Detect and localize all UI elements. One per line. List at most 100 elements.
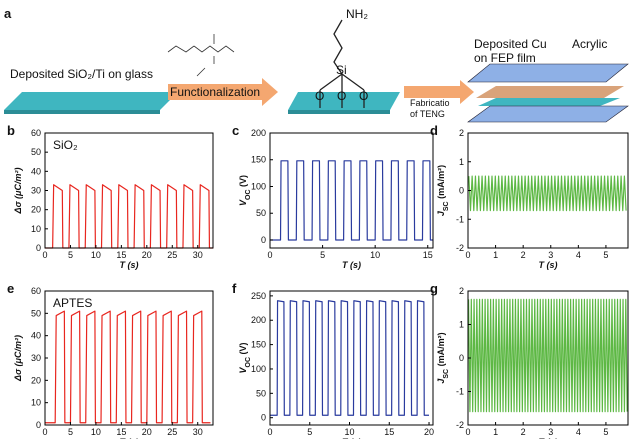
step-label: Deposited SiO₂/Ti on glass — [10, 67, 153, 81]
y-tick-label: 60 — [31, 128, 41, 138]
y-tick-label: 30 — [31, 353, 41, 363]
x-tick-label: 15 — [116, 250, 126, 260]
y-axis-label-part: (mA/m²) — [436, 165, 446, 202]
x-tick-label: 5 — [68, 250, 73, 260]
panel-label: b — [7, 123, 15, 138]
x-axis-label: T (s) — [342, 260, 361, 270]
y-tick-label: -1 — [456, 387, 464, 397]
x-tick-label: 5 — [307, 427, 312, 437]
y-axis-label-part: (mA/m²) — [436, 332, 446, 369]
y-tick-label: 1 — [459, 320, 464, 330]
x-tick-label: 20 — [142, 427, 152, 437]
x-axis-label: T (s) — [120, 260, 139, 270]
y-tick-label: 200 — [251, 315, 266, 325]
glass-edge — [4, 110, 160, 114]
arrow-label: Functionalization — [170, 85, 260, 99]
x-tick-label: 10 — [91, 250, 101, 260]
schematic: a Deposited SiO₂/Ti on glass Functionali… — [4, 6, 628, 122]
y-tick-label: 0 — [36, 243, 41, 253]
panel-label: d — [430, 123, 438, 138]
y-axis-label: JSC (mA/m²) — [436, 332, 450, 383]
x-tick-label: 0 — [267, 250, 272, 260]
plot-frame — [270, 291, 433, 425]
x-tick-label: 1 — [493, 250, 498, 260]
x-tick-label: 30 — [193, 250, 203, 260]
x-tick-label: 4 — [576, 427, 581, 437]
y-tick-label: 30 — [31, 186, 41, 196]
y-tick-label: 20 — [31, 375, 41, 385]
data-line — [469, 176, 626, 211]
atom-label: O — [337, 89, 346, 103]
sio2-layer — [478, 98, 620, 106]
x-tick-label: 0 — [42, 250, 47, 260]
x-tick-label: 15 — [384, 427, 394, 437]
y-axis-label-part: OC — [245, 357, 252, 368]
x-tick-label: 5 — [68, 427, 73, 437]
glass-edge — [288, 110, 390, 114]
y-tick-label: 200 — [251, 128, 266, 138]
y-tick-label: 100 — [251, 364, 266, 374]
panel-label: a — [4, 6, 12, 21]
x-tick-label: 30 — [193, 427, 203, 437]
figure: a Deposited SiO₂/Ti on glass Functionali… — [0, 0, 632, 439]
data-line — [469, 299, 628, 411]
panel-label: g — [430, 281, 438, 296]
y-tick-label: -2 — [456, 243, 464, 253]
y-tick-label: 0 — [261, 235, 266, 245]
panel-label: c — [232, 123, 239, 138]
y-tick-label: 50 — [31, 147, 41, 157]
x-tick-label: 10 — [91, 427, 101, 437]
x-tick-label: 3 — [548, 427, 553, 437]
x-tick-label: 0 — [42, 427, 47, 437]
y-tick-label: 40 — [31, 166, 41, 176]
y-axis-label: Δσ (μC/m²) — [13, 335, 23, 382]
y-axis-label: Δσ (μC/m²) — [13, 168, 23, 215]
x-tick-label: 0 — [267, 427, 272, 437]
arrow-label: Fabricatio — [410, 98, 450, 108]
y-axis-label: JSC (mA/m²) — [436, 165, 450, 216]
atom-label: O — [315, 89, 324, 103]
y-axis-label-part: OC — [245, 189, 252, 200]
x-tick-label: 3 — [548, 250, 553, 260]
panel-label: e — [7, 281, 14, 296]
molecule-sketch — [168, 34, 234, 76]
x-tick-label: 2 — [521, 250, 526, 260]
x-tick-label: 20 — [142, 250, 152, 260]
y-tick-label: 2 — [459, 286, 464, 296]
y-tick-label: 150 — [251, 155, 266, 165]
y-axis-label-part: SC — [443, 369, 450, 379]
y-axis-label-part: (V) — [238, 175, 248, 190]
y-tick-label: 150 — [251, 340, 266, 350]
layer-label: Deposited Cu — [474, 37, 547, 51]
x-tick-label: 0 — [465, 427, 470, 437]
y-tick-label: 10 — [31, 398, 41, 408]
annotation: SiO₂ — [53, 138, 78, 152]
x-tick-label: 15 — [423, 250, 433, 260]
x-tick-label: 2 — [521, 427, 526, 437]
y-tick-label: 1 — [459, 157, 464, 167]
y-axis-label-part: SC — [443, 201, 450, 211]
data-line — [45, 311, 210, 423]
y-axis-label-part: Δσ (μC/m²) — [13, 335, 23, 382]
y-tick-label: 250 — [251, 291, 266, 301]
y-tick-label: 10 — [31, 224, 41, 234]
annotation: APTES — [53, 296, 92, 310]
x-tick-label: 5 — [320, 250, 325, 260]
x-tick-label: 25 — [167, 427, 177, 437]
glass-slab — [4, 92, 178, 110]
x-axis-label: T (s) — [539, 260, 558, 270]
arrow-label: of TENG — [410, 109, 445, 119]
y-tick-label: 20 — [31, 205, 41, 215]
y-tick-label: 2 — [459, 128, 464, 138]
x-tick-label: 5 — [603, 427, 608, 437]
data-line — [45, 185, 213, 248]
y-tick-label: 60 — [31, 286, 41, 296]
y-tick-label: 50 — [256, 388, 266, 398]
data-line — [270, 161, 433, 240]
y-axis-label-part: (V) — [238, 342, 248, 357]
atom-label: O — [359, 89, 368, 103]
y-tick-label: -2 — [456, 420, 464, 430]
x-tick-label: 10 — [345, 427, 355, 437]
x-tick-label: 10 — [370, 250, 380, 260]
y-tick-label: 0 — [459, 186, 464, 196]
